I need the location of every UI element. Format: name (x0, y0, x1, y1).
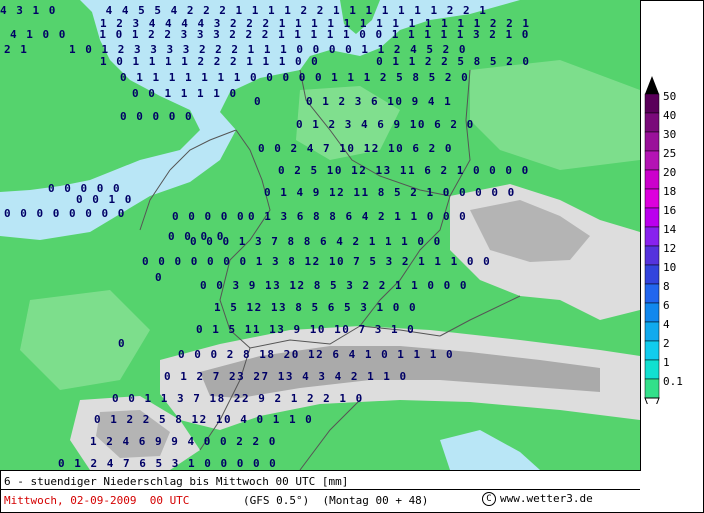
legend-swatch (644, 245, 660, 266)
precip-value-row: 2 1 1 0 1 2 3 3 3 3 2 2 2 1 1 1 0 0 0 0 … (4, 43, 467, 56)
legend-label: 12 (663, 242, 677, 255)
precip-value-row: 1 0 1 1 1 1 2 2 2 1 1 1 0 0 0 1 1 2 2 5 … (100, 55, 531, 68)
sea-channel (0, 198, 110, 236)
precip-value-row: 0 1 4 9 12 11 8 5 2 1 0 0 0 0 0 (264, 186, 516, 199)
precip-value-row: 0 (254, 95, 263, 108)
legend-label: 50 (663, 90, 677, 103)
precip-value-row: 0 1 2 4 7 6 5 3 1 0 0 0 0 0 (58, 457, 278, 470)
precip-value-row: 0 0 0 0 0 0 0 1 3 8 12 10 7 5 3 2 1 1 1 … (142, 255, 492, 268)
precip-value-row: 0 0 0 1 3 7 8 8 6 4 2 1 1 1 0 0 (190, 235, 442, 248)
sea-adriatic (440, 430, 540, 470)
precip-value-row: 0 1 3 6 8 8 6 4 2 1 1 0 0 0 (248, 210, 468, 223)
footer: 6 - stuendiger Niederschlag bis Mittwoch… (0, 471, 704, 513)
land-lowland-patch (296, 86, 400, 160)
legend-label: 25 (663, 147, 677, 160)
legend-label: 18 (663, 185, 677, 198)
precip-value-row: 0 2 5 10 12 13 11 6 2 1 0 0 0 0 (278, 164, 530, 177)
precip-value-row: 0 1 2 7 23 27 13 4 3 4 2 1 1 0 (164, 370, 408, 383)
map-background (0, 0, 640, 470)
legend-label: 4 (663, 318, 670, 331)
precip-value-row: 0 (118, 337, 127, 350)
legend-label: 8 (663, 280, 670, 293)
legend-label: 20 (663, 166, 677, 179)
mountains-southwest-high (96, 410, 170, 458)
legend-swatch (644, 188, 660, 209)
precip-value-row: 0 0 0 0 0 (120, 110, 194, 123)
legend-label: 10 (663, 261, 677, 274)
legend-swatch (644, 359, 660, 380)
country-borders (139, 69, 521, 470)
legend-swatch (644, 131, 660, 152)
precip-value-row: 4 1 0 0 1 0 1 2 2 3 3 3 2 2 2 1 1 1 1 1 … (10, 28, 530, 41)
legend-label: 0.1 (663, 375, 683, 388)
precip-value-row: 0 0 1 1 3 7 18 22 9 2 1 2 2 1 0 (112, 392, 364, 405)
legend-swatch (644, 283, 660, 304)
footer-divider (0, 489, 640, 490)
precip-value-row: 0 0 0 0 0 (172, 210, 246, 223)
precip-value-row: 0 0 0 0 0 (48, 182, 122, 195)
precip-value-row: 0 0 0 0 0 0 0 0 (4, 207, 126, 220)
legend-swatch (644, 169, 660, 190)
precipitation-map: 4 3 1 0 4 4 5 5 4 2 2 2 1 1 1 1 2 2 1 1 … (0, 0, 641, 471)
legend-swatch (644, 93, 660, 114)
legend-label: 30 (663, 128, 677, 141)
precip-value-row: 1 5 12 13 8 5 6 5 3 1 0 0 (214, 301, 418, 314)
legend-arrow-down (644, 397, 660, 418)
legend-swatch (644, 112, 660, 133)
legend-swatch (644, 340, 660, 361)
precip-value-row: 0 0 1 0 (76, 193, 133, 206)
precip-value-row: 0 1 2 3 6 10 9 4 1 (306, 95, 453, 108)
legend-label: 6 (663, 299, 670, 312)
legend-label: 2 (663, 337, 670, 350)
credit-link[interactable]: www.wetter3.de (500, 492, 593, 505)
legend-swatch (644, 150, 660, 171)
precip-value-row: 0 1 5 11 13 9 10 10 7 3 1 0 (196, 323, 416, 336)
legend-color-bar (644, 76, 660, 418)
model-info: (GFS 0.5°) (Montag 00 + 48) (243, 494, 429, 507)
land-british-isles (0, 0, 200, 192)
precip-value-row: 0 1 2 2 5 8 12 10 4 0 1 1 0 (94, 413, 314, 426)
land-lowland-patch (20, 290, 150, 390)
map-caption: 6 - stuendiger Niederschlag bis Mittwoch… (4, 475, 349, 488)
legend-swatch (644, 226, 660, 247)
copyright-icon: C (482, 492, 496, 506)
mountains-alps-high (200, 346, 600, 398)
legend-swatch (644, 207, 660, 228)
precip-value-row: 0 0 1 1 1 1 0 (132, 87, 238, 100)
legend-swatch (644, 302, 660, 323)
forecast-date: Mittwoch, 02-09-2009 00 UTC (4, 494, 190, 507)
legend-label: 1 (663, 356, 670, 369)
precip-value-row: 0 0 3 9 13 12 8 5 3 2 2 1 1 0 0 0 (200, 279, 469, 292)
legend-label: 40 (663, 109, 677, 122)
land-scandinavia (340, 0, 380, 34)
legend-label: 16 (663, 204, 677, 217)
precipitation-legend: 50 40 30 25 20 18 16 14 12 10 8 6 4 2 1 0.1 (643, 74, 701, 418)
precip-value-row: 1 2 3 4 4 4 4 3 2 2 2 1 1 1 1 1 1 1 1 1 … (100, 17, 531, 30)
mountains-central-europe-high (470, 200, 590, 262)
precip-value-row: 0 0 2 4 7 10 12 10 6 2 0 (258, 142, 453, 155)
land-lowland-patch (470, 60, 640, 170)
legend-swatch (644, 321, 660, 342)
precip-value-row: 0 0 0 2 8 18 20 12 6 4 1 0 1 1 1 0 (178, 348, 455, 361)
precip-value-row: 0 0 0 0 (168, 230, 225, 243)
legend-label: 14 (663, 223, 677, 236)
legend-swatch (644, 378, 660, 399)
precip-value-row: 4 3 1 0 4 4 5 5 4 2 2 2 1 1 1 1 2 2 1 1 … (0, 4, 488, 17)
legend-swatch (644, 264, 660, 285)
precip-value-row: 0 1 1 1 1 1 1 1 0 0 0 0 0 1 1 1 2 5 8 5 … (120, 71, 470, 84)
precip-value-row: 0 (155, 271, 164, 284)
precip-value-row: 0 1 2 3 4 6 9 10 6 2 0 (296, 118, 475, 131)
legend-arrow-up (645, 76, 659, 94)
precip-value-row: 1 2 4 6 9 9 4 0 0 2 2 0 (90, 435, 277, 448)
